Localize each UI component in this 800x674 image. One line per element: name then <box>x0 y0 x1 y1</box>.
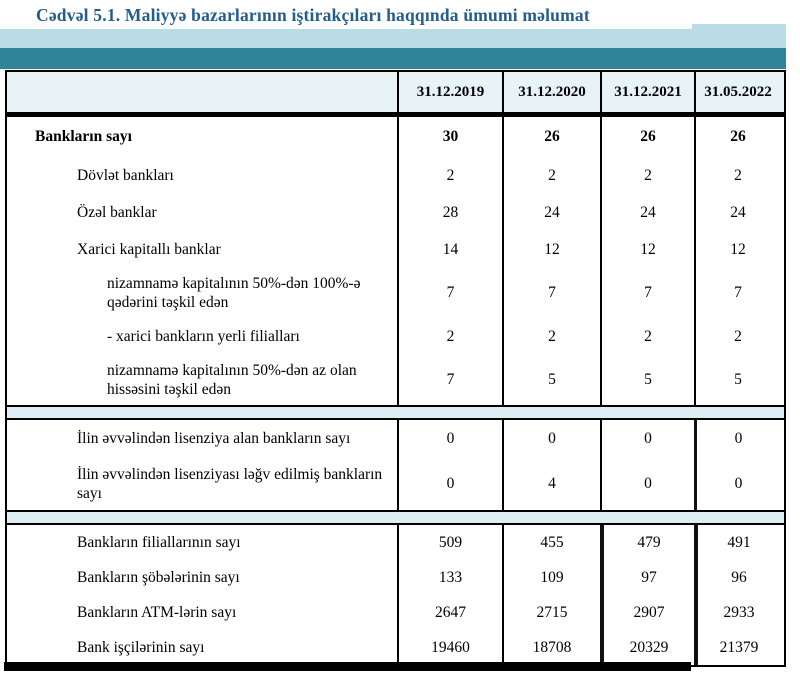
row-label: Bankların ATM-lərin sayı <box>77 603 237 621</box>
row-label: Bankların şöbələrinin sayı <box>77 568 240 586</box>
table-section-1: Bankların sayı 30 26 26 26 Dövlət bankları 2 2 2… <box>5 115 786 407</box>
table-bottom-bar <box>4 662 691 671</box>
cell-value: 7 <box>694 268 780 318</box>
decorative-band-light <box>0 29 786 48</box>
cell-value: 97 <box>600 560 694 595</box>
cell-value: 2 <box>502 157 600 194</box>
row-label: İlin əvvəlindən lisenziyası ləğv edilmiş… <box>77 465 383 502</box>
decorative-band-teal <box>0 48 786 69</box>
cell-value: 0 <box>600 420 694 458</box>
cell-value: 2 <box>600 157 694 194</box>
table-row: - xarici bankların yerli filialları 2 2 2 2 <box>7 318 784 355</box>
cell-value: 20329 <box>600 630 694 665</box>
table-header-row: 31.12.2019 31.12.2020 31.12.2021 31.05.2022 <box>5 70 786 115</box>
row-label: nizamnamə kapitalının 50%-dən az olan hi… <box>107 361 357 398</box>
cell-value: 5 <box>502 355 600 405</box>
column-header: 31.05.2022 <box>694 72 780 112</box>
cell-value: 509 <box>397 525 502 560</box>
section-separator-band <box>5 512 786 523</box>
cell-value: 24 <box>502 194 600 231</box>
cell-value: 7 <box>502 268 600 318</box>
table-row: Bankların sayı 30 26 26 26 <box>7 117 784 157</box>
cell-value: 0 <box>694 458 780 510</box>
cell-value: 2933 <box>694 595 780 630</box>
cell-value: 2 <box>694 157 780 194</box>
cell-value: 2 <box>502 318 600 355</box>
row-label: Bankların filiallarının sayı <box>77 533 241 551</box>
column-header: 31.12.2020 <box>502 72 600 112</box>
table-row: Bankların ATM-lərin sayı 2647 2715 2907 2933 <box>7 595 784 630</box>
cell-value: 109 <box>502 560 600 595</box>
cell-value: 24 <box>694 194 780 231</box>
table-row: Özəl banklar 28 24 24 24 <box>7 194 784 231</box>
cell-value: 491 <box>694 525 780 560</box>
cell-value: 26 <box>502 117 600 157</box>
table-title: Cədvəl 5.1. Maliyyə bazarlarının iştirak… <box>36 5 590 25</box>
section-separator-band <box>5 407 786 418</box>
cell-value: 4 <box>502 458 600 510</box>
cell-value: 12 <box>600 231 694 268</box>
table-row: nizamnamə kapitalının 50%-dən az olan hi… <box>7 355 784 405</box>
column-header: 31.12.2021 <box>600 72 694 112</box>
cell-value: 26 <box>600 117 694 157</box>
row-label: Özəl banklar <box>77 203 157 221</box>
cell-value: 7 <box>397 355 502 405</box>
table-row: nizamnamə kapitalının 50%-dən 100%-ə qəd… <box>7 268 784 318</box>
row-label: nizamnamə kapitalının 50%-dən 100%-ə qəd… <box>107 274 361 311</box>
cell-value: 12 <box>502 231 600 268</box>
table-row: İlin əvvəlindən lisenziya alan bankların… <box>7 420 784 458</box>
cell-value: 2647 <box>397 595 502 630</box>
column-header: 31.12.2019 <box>397 72 502 112</box>
cell-value: 5 <box>600 355 694 405</box>
cell-value: 12 <box>694 231 780 268</box>
table-row: Bank işçilərinin sayı 19460 18708 20329 2137… <box>7 630 784 665</box>
table-row: İlin əvvəlindən lisenziyası ləğv edilmiş… <box>7 458 784 510</box>
cell-value: 26 <box>694 117 780 157</box>
cell-value: 96 <box>694 560 780 595</box>
row-label: Bankların sayı <box>35 128 132 146</box>
table-row: Bankların şöbələrinin sayı 133 109 97 96 <box>7 560 784 595</box>
cell-value: 0 <box>397 458 502 510</box>
row-label: Dövlət bankları <box>77 166 174 184</box>
column-header-empty <box>7 72 397 112</box>
cell-value: 24 <box>600 194 694 231</box>
cell-value: 479 <box>600 525 694 560</box>
cell-value: 21379 <box>694 630 780 665</box>
cell-value: 2 <box>397 157 502 194</box>
table-section-2: İlin əvvəlindən lisenziya alan bankların… <box>5 418 786 512</box>
table-row: Xarici kapitallı banklar 14 12 12 12 <box>7 231 784 268</box>
cell-value: 2907 <box>600 595 694 630</box>
cell-value: 19460 <box>397 630 502 665</box>
row-label: İlin əvvəlindən lisenziya alan bankların… <box>77 430 351 448</box>
cell-value: 14 <box>397 231 502 268</box>
cell-value: 0 <box>397 420 502 458</box>
table-row: Bankların filiallarının sayı 509 455 479 491 <box>7 525 784 560</box>
cell-value: 2 <box>694 318 780 355</box>
cell-value: 7 <box>600 268 694 318</box>
cell-value: 0 <box>502 420 600 458</box>
cell-value: 2715 <box>502 595 600 630</box>
row-label: Xarici kapitallı banklar <box>77 240 221 258</box>
cell-value: 7 <box>397 268 502 318</box>
cell-value: 2 <box>600 318 694 355</box>
cell-value: 28 <box>397 194 502 231</box>
cell-value: 18708 <box>502 630 600 665</box>
cell-value: 455 <box>502 525 600 560</box>
table-row: Dövlət bankları 2 2 2 2 <box>7 157 784 194</box>
cell-value: 2 <box>397 318 502 355</box>
cell-value: 30 <box>397 117 502 157</box>
row-label: - xarici bankların yerli filialları <box>107 327 300 345</box>
statistics-table: 31.12.2019 31.12.2020 31.12.2021 31.05.2022… <box>5 70 786 667</box>
cell-value: 0 <box>694 420 780 458</box>
cell-value: 5 <box>694 355 780 405</box>
row-label: Bank işçilərinin sayı <box>77 638 205 656</box>
cell-value: 133 <box>397 560 502 595</box>
cell-value: 0 <box>600 458 694 510</box>
decorative-band-light-step <box>692 24 786 48</box>
table-body: Bankların sayı 30 26 26 26 Dövlət bankları 2 2 2… <box>5 115 786 667</box>
table-section-3: Bankların filiallarının sayı 509 455 479 491… <box>5 523 786 667</box>
